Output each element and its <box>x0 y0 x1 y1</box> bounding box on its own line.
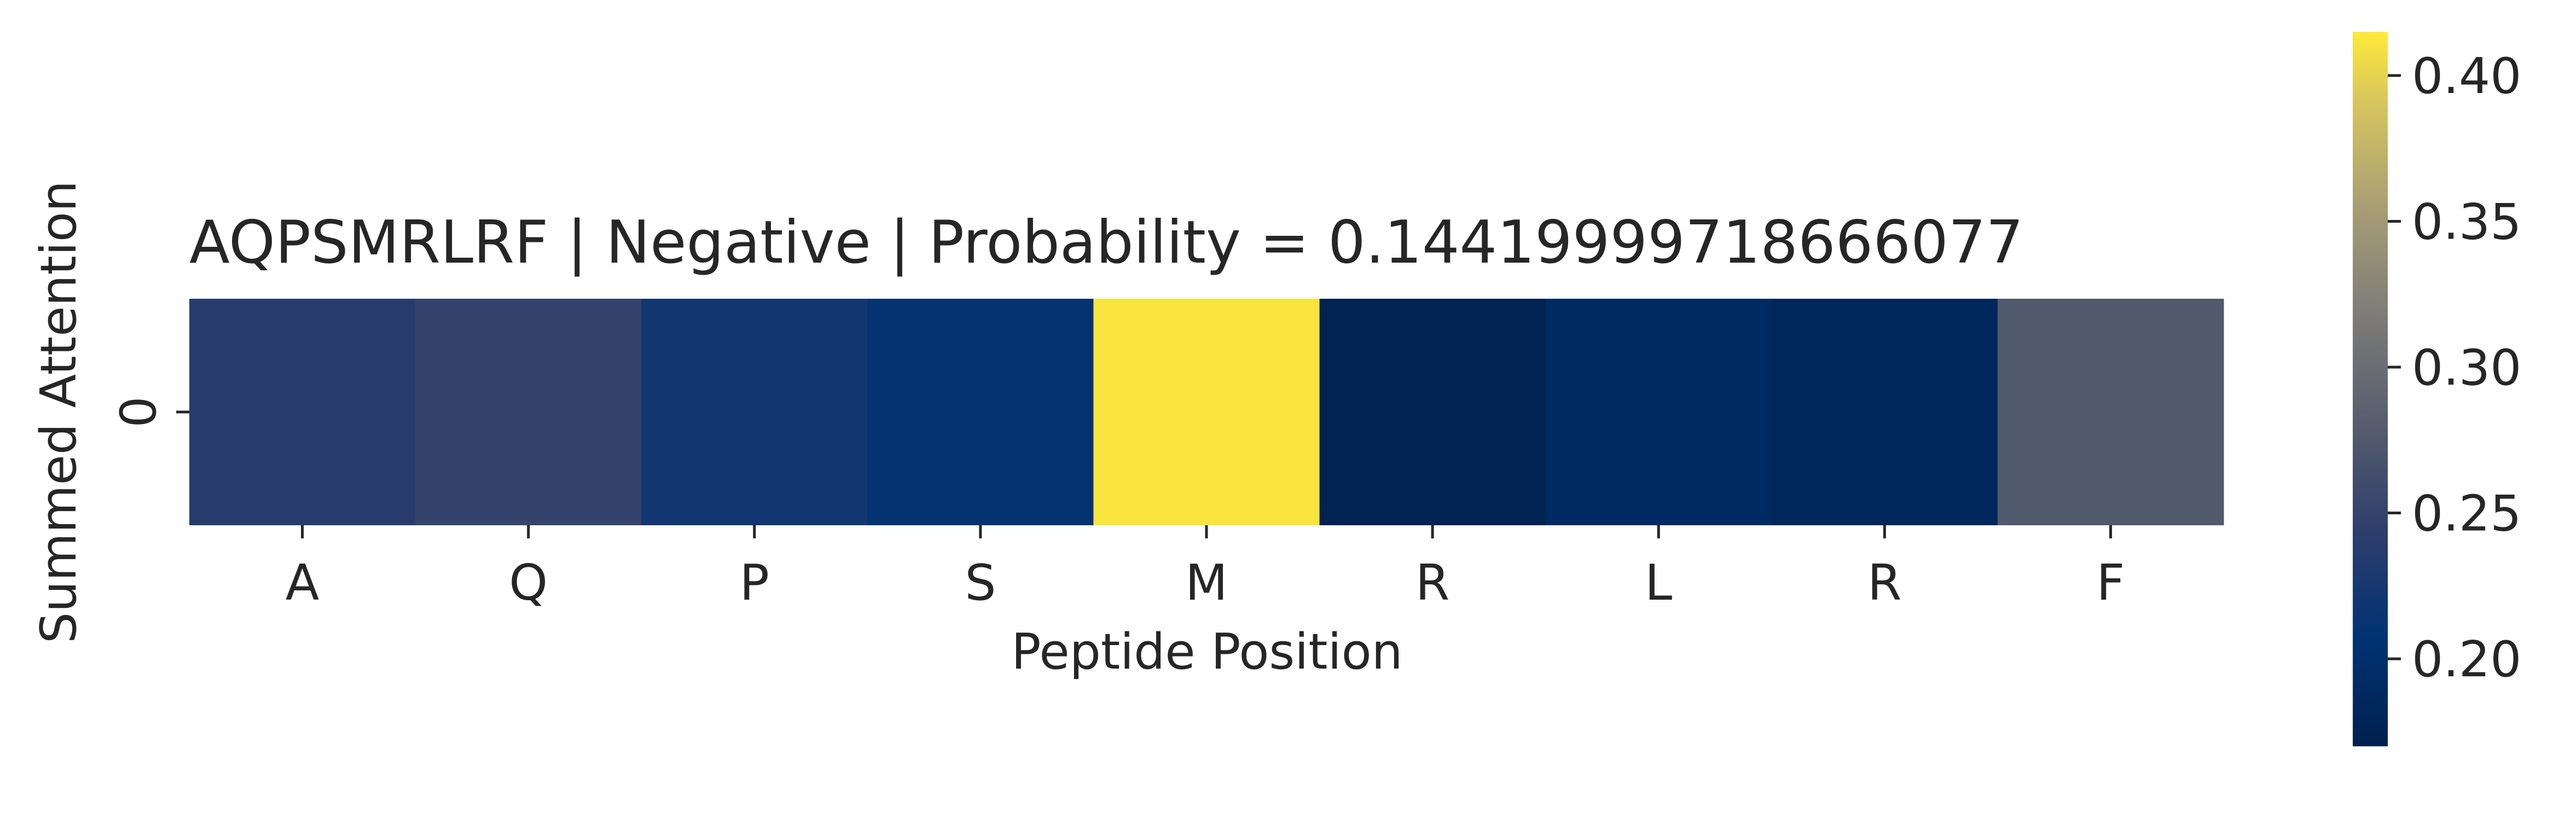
heatmap-cells <box>189 299 2224 525</box>
colorbar-tick-label: 0.30 <box>2412 339 2521 397</box>
heatmap-cell <box>189 299 416 525</box>
colorbar-tick-label: 0.20 <box>2412 631 2521 688</box>
heatmap-cell <box>1319 299 1546 525</box>
heatmap-cell <box>1997 299 2224 525</box>
heatmap-cell <box>641 299 868 525</box>
y-axis-ticks: 0 <box>110 396 189 428</box>
colorbar-gradient <box>2353 32 2388 746</box>
x-tick-label: P <box>740 554 769 612</box>
y-axis-label: Summed Attention <box>30 181 88 643</box>
colorbar-tick-label: 0.25 <box>2412 485 2521 543</box>
heatmap-cell <box>1771 299 1998 525</box>
x-tick-label: A <box>286 554 320 612</box>
y-tick-label: 0 <box>110 396 167 427</box>
chart-title: AQPSMRLRF | Negative | Probability = 0.1… <box>189 208 2023 277</box>
x-axis-label: Peptide Position <box>1011 623 1402 681</box>
colorbar-tick-label: 0.40 <box>2412 48 2521 105</box>
colorbar: 0.20 0.25 0.30 0.35 0.40 <box>2353 32 2521 746</box>
x-tick-label: R <box>1867 554 1902 612</box>
colorbar-tick-label: 0.35 <box>2412 193 2521 251</box>
x-tick-label: Q <box>509 554 548 612</box>
x-tick-label: R <box>1415 554 1450 612</box>
x-tick-label: L <box>1645 554 1672 612</box>
x-tick-label: F <box>2097 554 2125 612</box>
heatmap-cell <box>415 299 642 525</box>
heatmap-cell <box>1093 299 1320 525</box>
x-tick-label: M <box>1185 554 1228 612</box>
heatmap-cell <box>867 299 1094 525</box>
x-tick-label: S <box>965 554 996 612</box>
heatmap-cell <box>1545 299 1772 525</box>
